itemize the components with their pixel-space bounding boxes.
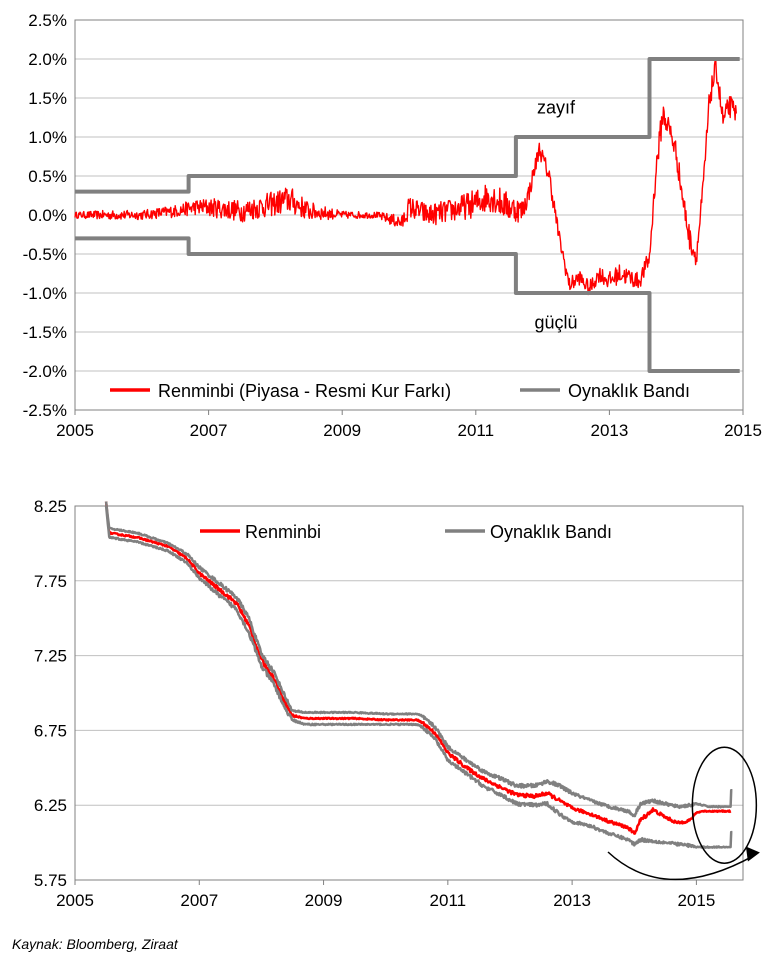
chart2-x-tick-label: 2011 <box>430 891 467 910</box>
chart1-x-tick-label: 2015 <box>724 421 762 440</box>
chart2-y-tick-label: 7.75 <box>34 572 67 591</box>
chart1-x-tick-label: 2013 <box>590 421 628 440</box>
chart2-x-tick-label: 2009 <box>305 891 343 910</box>
chart1-y-tick-label: -2.0% <box>23 362 67 381</box>
chart2-legend-label: Renminbi <box>245 522 321 542</box>
chart1-y-tick-label: 1.5% <box>28 89 67 108</box>
chart2-series-line-3 <box>104 505 734 849</box>
chart2-y-tick-label: 6.25 <box>34 796 67 815</box>
chart1-legend-label: Renminbi (Piyasa - Resmi Kur Farkı) <box>158 381 451 401</box>
chart1-y-tick-label: 2.0% <box>28 50 67 69</box>
chart2-plot-frame <box>74 505 744 881</box>
chart1-annotation-1: zayıf <box>537 97 576 117</box>
chart1-y-tick-label: 0.5% <box>28 167 67 186</box>
arrow-head-icon <box>745 846 760 862</box>
chart2-y-tick-label: 7.25 <box>34 647 67 666</box>
highlight-circle <box>691 746 758 864</box>
chart1-x-tick-label: 2005 <box>56 421 94 440</box>
chart1-y-tick-label: -0.5% <box>23 245 67 264</box>
chart2-y-tick-label: 6.75 <box>34 721 67 740</box>
chart1-series-line-1 <box>74 57 737 296</box>
trend-arrow-icon <box>607 851 755 881</box>
chart2-y-tick-label: 8.25 <box>34 497 67 516</box>
chart1-y-tick-label: 2.5% <box>28 11 67 30</box>
chart1-series-line-3 <box>75 236 740 373</box>
chart1-x-tick-label: 2007 <box>190 421 228 440</box>
chart2-series-line-2 <box>104 501 734 818</box>
chart1-y-tick-label: -1.5% <box>23 323 67 342</box>
chart1-x-tick-label: 2009 <box>323 421 361 440</box>
chart1-series-line-2 <box>75 57 740 194</box>
chart1-y-tick-label: 1.0% <box>28 128 67 147</box>
chart2-x-tick-label: 2013 <box>553 891 591 910</box>
chart2-legend-label: Oynaklık Bandı <box>490 522 612 542</box>
chart2-x-tick-label: 2015 <box>677 891 715 910</box>
source-note: Kaynak: Bloomberg, Ziraat <box>12 936 178 952</box>
chart2-y-tick-label: 5.75 <box>34 871 67 890</box>
chart1-y-tick-label: -2.5% <box>23 401 67 420</box>
chart1-y-tick-label: -1.0% <box>23 284 67 303</box>
chart2-x-tick-label: 2007 <box>180 891 218 910</box>
chart1-y-tick-label: 0.0% <box>28 206 67 225</box>
chart1-annotation-2: güçlü <box>534 312 577 332</box>
chart1-x-tick-label: 2011 <box>458 421 495 440</box>
chart2-x-tick-label: 2005 <box>56 891 94 910</box>
chart2-series-line-1 <box>104 501 732 835</box>
chart1-legend-label: Oynaklık Bandı <box>568 381 690 401</box>
chart1-legend-box <box>100 375 730 405</box>
